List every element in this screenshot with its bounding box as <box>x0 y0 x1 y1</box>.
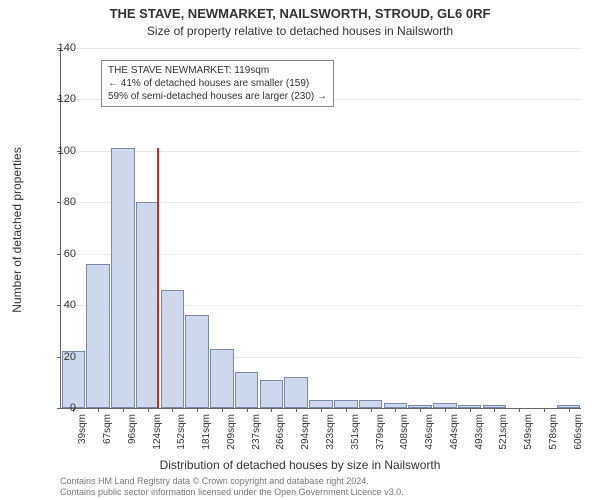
x-tick-mark <box>494 408 495 412</box>
x-tick-mark <box>296 408 297 412</box>
annotation-box: THE STAVE NEWMARKET: 119sqm ← 41% of det… <box>101 60 334 107</box>
histogram-bar <box>309 400 333 408</box>
x-tick-label: 294sqm <box>300 414 311 450</box>
credits: Contains HM Land Registry data © Crown c… <box>60 476 404 498</box>
x-tick-mark <box>470 408 471 412</box>
y-tick-label: 60 <box>46 248 76 260</box>
annotation-line-1: THE STAVE NEWMARKET: 119sqm <box>108 64 327 77</box>
y-tick-label: 80 <box>46 196 76 208</box>
x-tick-label: 606sqm <box>573 414 584 450</box>
y-axis-label: Number of detached properties <box>10 147 24 312</box>
x-tick-label: 464sqm <box>449 414 460 450</box>
x-tick-label: 521sqm <box>498 414 509 450</box>
x-tick-label: 237sqm <box>251 414 262 450</box>
x-tick-label: 578sqm <box>548 414 559 450</box>
x-tick-label: 351sqm <box>350 414 361 450</box>
x-tick-mark <box>98 408 99 412</box>
x-tick-mark <box>172 408 173 412</box>
x-tick-mark <box>222 408 223 412</box>
credits-line-2: Contains public sector information licen… <box>60 487 404 498</box>
x-tick-label: 67sqm <box>102 414 113 444</box>
x-tick-label: 209sqm <box>226 414 237 450</box>
x-tick-mark <box>148 408 149 412</box>
x-tick-label: 493sqm <box>474 414 485 450</box>
y-tick-label: 0 <box>46 402 76 414</box>
annotation-line-2: ← 41% of detached houses are smaller (15… <box>108 77 327 90</box>
x-tick-mark <box>420 408 421 412</box>
chart-title-sub: Size of property relative to detached ho… <box>0 24 600 38</box>
x-tick-label: 436sqm <box>424 414 435 450</box>
plot-area: 39sqm67sqm96sqm124sqm152sqm181sqm209sqm2… <box>60 48 581 409</box>
y-tick-label: 100 <box>46 145 76 157</box>
histogram-bar <box>185 315 209 408</box>
x-tick-mark <box>197 408 198 412</box>
y-tick-label: 140 <box>46 42 76 54</box>
x-tick-label: 39sqm <box>77 414 88 444</box>
histogram-bar <box>334 400 358 408</box>
x-tick-label: 408sqm <box>399 414 410 450</box>
chart-title-main: THE STAVE, NEWMARKET, NAILSWORTH, STROUD… <box>0 6 600 21</box>
x-tick-mark <box>569 408 570 412</box>
x-tick-label: 379sqm <box>375 414 386 450</box>
property-marker-line <box>157 148 159 408</box>
histogram-bar <box>260 380 284 408</box>
histogram-bar <box>136 202 160 408</box>
x-tick-label: 152sqm <box>176 414 187 450</box>
x-tick-mark <box>123 408 124 412</box>
x-tick-label: 549sqm <box>523 414 534 450</box>
histogram-bar <box>86 264 110 408</box>
chart-container: THE STAVE, NEWMARKET, NAILSWORTH, STROUD… <box>0 0 600 500</box>
histogram-bar <box>359 400 383 408</box>
x-tick-mark <box>544 408 545 412</box>
x-tick-mark <box>519 408 520 412</box>
x-tick-label: 96sqm <box>127 414 138 444</box>
y-tick-label: 20 <box>46 351 76 363</box>
x-tick-label: 323sqm <box>325 414 336 450</box>
x-axis-label: Distribution of detached houses by size … <box>0 458 600 472</box>
credits-line-1: Contains HM Land Registry data © Crown c… <box>60 476 404 487</box>
annotation-line-3: 59% of semi-detached houses are larger (… <box>108 90 327 103</box>
histogram-bar <box>161 290 185 408</box>
x-tick-label: 181sqm <box>201 414 212 450</box>
x-tick-label: 266sqm <box>275 414 286 450</box>
histogram-bar <box>111 148 135 408</box>
x-tick-mark <box>247 408 248 412</box>
x-tick-mark <box>321 408 322 412</box>
x-tick-mark <box>346 408 347 412</box>
x-tick-mark <box>395 408 396 412</box>
x-tick-mark <box>271 408 272 412</box>
histogram-bar <box>235 372 259 408</box>
x-tick-mark <box>371 408 372 412</box>
x-tick-mark <box>445 408 446 412</box>
y-tick-label: 120 <box>46 93 76 105</box>
histogram-bar <box>284 377 308 408</box>
histogram-bar <box>210 349 234 408</box>
y-tick-label: 40 <box>46 299 76 311</box>
x-tick-label: 124sqm <box>152 414 163 450</box>
